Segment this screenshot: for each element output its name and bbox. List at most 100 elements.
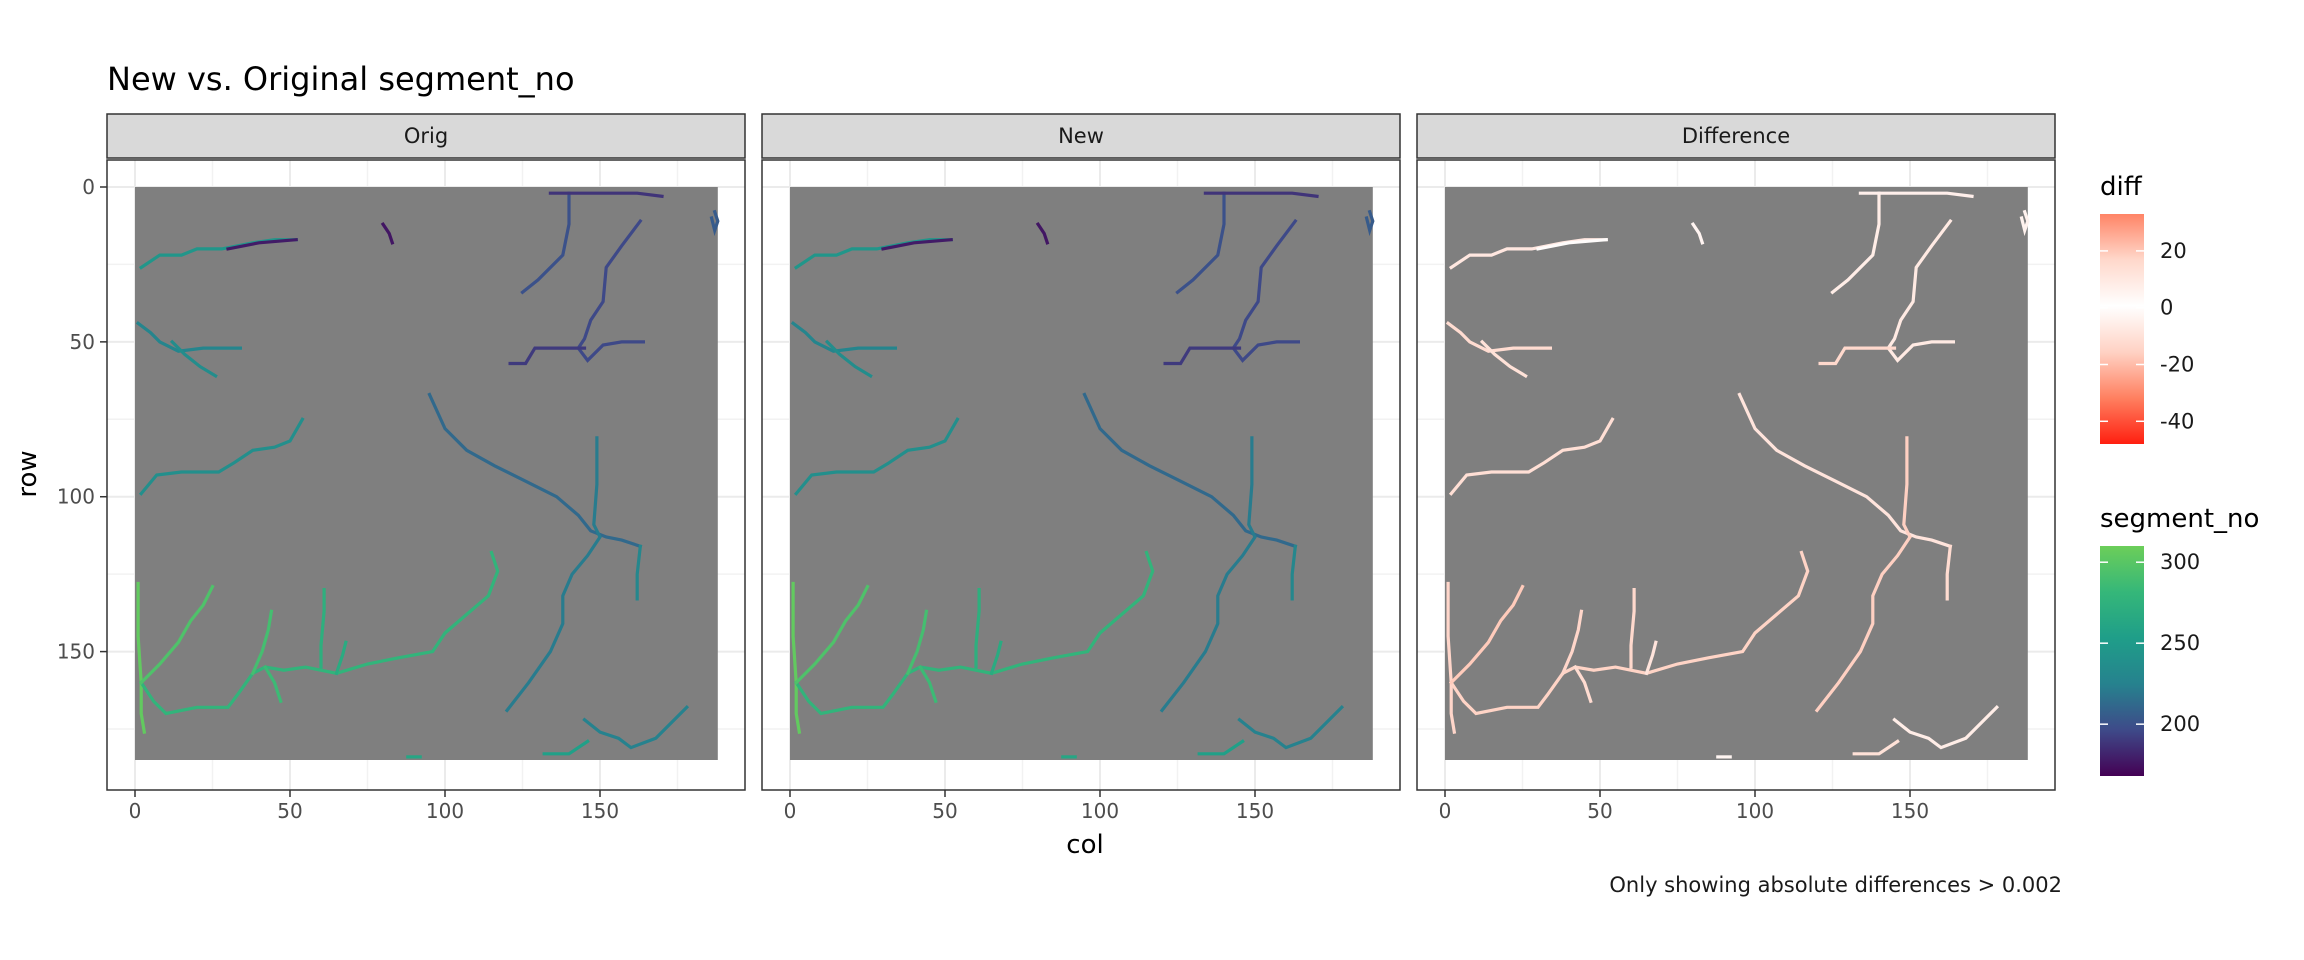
segment-nw-stream-fork [169, 339, 218, 379]
x-tick-label: 50 [932, 799, 957, 823]
y-tick-label: 100 [57, 485, 95, 509]
segment-top-left-branch-end [226, 237, 298, 251]
segment-east-spur [635, 544, 643, 601]
segment-south-fork-a [1560, 609, 1584, 676]
x-tick-label: 150 [1891, 799, 1929, 823]
segment-top-left-branch-end [1536, 237, 1608, 251]
facet-panel-new: New 0 50 100 150 [761, 113, 1401, 823]
facet-strip-label: New [1058, 124, 1104, 148]
segment-central-diagonal [427, 392, 643, 549]
y-tick-label: 150 [57, 640, 95, 664]
legend-title: diff [2100, 172, 2143, 202]
facet-panel-orig: Orig 0 50 100 150 0 50 100 150 [57, 113, 746, 823]
legend-colorbar [2100, 546, 2144, 776]
segment-south-fork-d [989, 640, 1003, 676]
legend-tick-label: 300 [2160, 550, 2200, 574]
segment-nw-stream-fork [824, 339, 873, 379]
segment-nw-stream [135, 321, 242, 353]
segment-east-tributary [504, 436, 602, 713]
facet-strip-label: Difference [1682, 124, 1790, 148]
x-tick-label: 150 [1236, 799, 1274, 823]
segment-central-diagonal [1737, 392, 1953, 549]
segment-east-edge-mark [1364, 209, 1375, 237]
segment-bottom-mid [1852, 739, 1900, 756]
segment-bottom-right [1892, 705, 2000, 750]
segment-south-main [1448, 550, 1810, 716]
facet-panel-difference: Difference 0 50 100 150 [1416, 113, 2056, 823]
raster-background [1445, 187, 2028, 760]
segment-ne-stream-c [1818, 346, 1897, 366]
segment-south-fork-d [1644, 640, 1658, 676]
segment-east-spur [1945, 544, 1953, 601]
segment-south-fork-c [319, 588, 326, 669]
x-tick-label: 100 [426, 799, 464, 823]
segment-south-fork-d [334, 640, 348, 676]
segment-ne-stream-c [1163, 346, 1242, 366]
x-tick-label: 100 [1081, 799, 1119, 823]
segment-ne-stream-b [576, 218, 645, 363]
facet-strip [761, 113, 1401, 159]
legend-segment-no: segment_no 300 250 200 [2100, 504, 2259, 776]
segment-top-left-branch-end [881, 237, 953, 251]
segment-ne-stream-a [1175, 191, 1226, 295]
x-tick-label: 0 [1439, 799, 1452, 823]
facet-strip [106, 113, 746, 159]
raster-background [135, 187, 718, 760]
segment-south-west-arm [793, 584, 870, 685]
x-tick-label: 100 [1736, 799, 1774, 823]
legend-diff: diff 20 0 -20 -40 [2100, 172, 2194, 444]
segment-east-spur [1290, 544, 1298, 601]
segment-west-tributary [793, 417, 960, 496]
segment-ne-stream-b [1886, 218, 1955, 363]
legend-tick-label: 250 [2160, 631, 2200, 655]
segment-south-fork-b [263, 664, 283, 704]
segment-east-edge-mark [2019, 209, 2030, 237]
segment-nw-stream-fork [1479, 339, 1528, 379]
chart-caption: Only showing absolute differences > 0.00… [1609, 873, 2062, 897]
legend-tick-label: 0 [2160, 296, 2173, 320]
x-tick-label: 0 [784, 799, 797, 823]
legend-tick-label: -20 [2160, 352, 2194, 376]
x-tick-label: 150 [581, 799, 619, 823]
segment-south-fork-c [1629, 588, 1636, 669]
segment-top-edge-stream [1203, 191, 1319, 199]
segment-south-west-arm [138, 584, 215, 685]
segment-top-edge-stream [548, 191, 664, 199]
segment-south-main [138, 550, 500, 716]
panel-border [106, 159, 746, 791]
segment-nw-stream [790, 321, 897, 353]
segment-small-upper-mark [380, 221, 395, 245]
x-tick-label: 0 [129, 799, 142, 823]
legend-tick-label: 200 [2160, 712, 2200, 736]
y-axis-title: row [13, 450, 43, 497]
legend-tick-label: 20 [2160, 239, 2187, 263]
segment-east-tributary [1814, 436, 1912, 713]
segment-bottom-right [582, 705, 690, 750]
segment-bottom-mid [542, 739, 590, 756]
segment-south-fork-b [918, 664, 938, 704]
segment-south-fork-b [1573, 664, 1593, 704]
x-tick-label: 50 [277, 799, 302, 823]
segment-south-main [793, 550, 1155, 716]
facet-strip-label: Orig [404, 124, 448, 148]
legend-colorbar [2100, 214, 2144, 444]
chart-title: New vs. Original segment_no [107, 60, 575, 98]
y-tick-label: 50 [70, 330, 95, 354]
segment-west-tributary [1448, 417, 1615, 496]
segment-ne-stream-a [520, 191, 571, 295]
legend-title: segment_no [2100, 504, 2259, 534]
segment-east-edge-mark [709, 209, 720, 237]
segment-nw-stream [1445, 321, 1552, 353]
segment-small-upper-mark [1690, 221, 1705, 245]
x-tick-label: 50 [1587, 799, 1612, 823]
segment-ne-stream-b [1231, 218, 1300, 363]
segment-top-edge-stream [1858, 191, 1974, 199]
panel-border [761, 159, 1401, 791]
raster-background [790, 187, 1373, 760]
segment-bottom-mid [1197, 739, 1245, 756]
y-tick-label: 0 [82, 175, 95, 199]
x-axis-title: col [1066, 830, 1103, 860]
